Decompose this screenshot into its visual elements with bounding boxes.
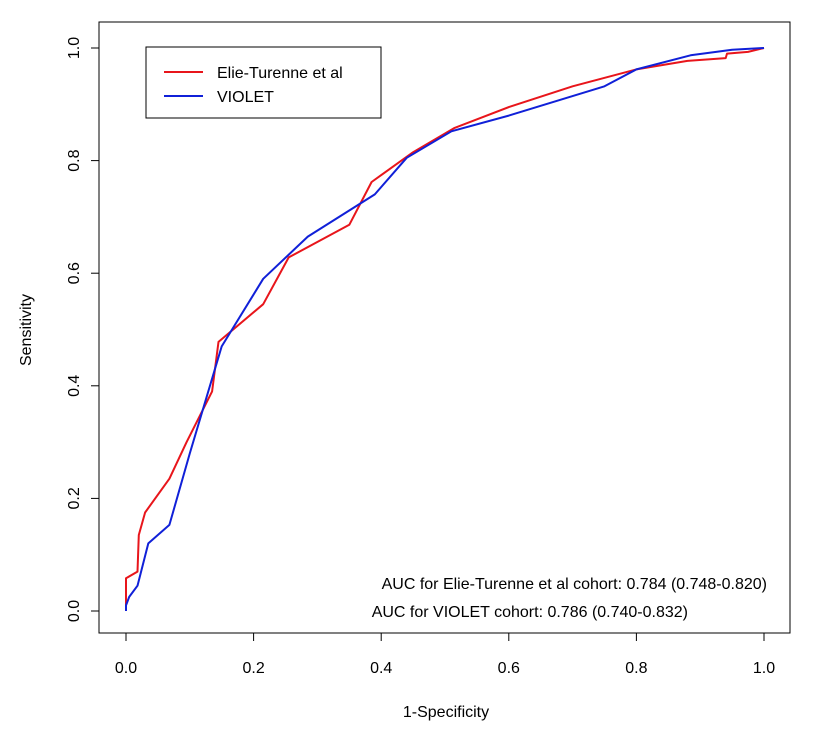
legend: Elie-Turenne et al VIOLET (145, 46, 382, 119)
x-tick-label: 0.2 (242, 660, 264, 677)
y-tick-label: 0.0 (66, 600, 83, 622)
x-tick-label: 0.0 (115, 660, 137, 677)
y-tick-label: 1.0 (66, 37, 83, 59)
x-tick-label: 1.0 (753, 660, 775, 677)
y-tick-label: 0.6 (66, 262, 83, 284)
x-tick-label: 0.6 (498, 660, 520, 677)
x-tick-label: 0.4 (370, 660, 392, 677)
auc-annotation-violet: AUC for VIOLET cohort: 0.786 (0.740-0.83… (372, 604, 688, 621)
x-axis-label: 1-Specificity (403, 704, 489, 721)
roc-line-violet (125, 47, 765, 611)
y-tick-label: 0.2 (66, 487, 83, 509)
auc-annotation-elie-turenne: AUC for Elie-Turenne et al cohort: 0.784… (382, 576, 767, 593)
y-axis: 0.0 0.2 0.4 0.6 0.8 1.0 (66, 37, 100, 622)
x-axis: 0.0 0.2 0.4 0.6 0.8 1.0 (115, 632, 775, 677)
y-tick-label: 0.4 (66, 375, 83, 397)
roc-line-elie-turenne-et-al (125, 47, 765, 611)
y-axis-label: Sensitivity (18, 294, 35, 366)
y-tick-label: 0.8 (66, 149, 83, 171)
x-tick-label: 0.8 (625, 660, 647, 677)
legend-box (145, 46, 382, 119)
series-layer (125, 47, 765, 611)
legend-label-violet: VIOLET (217, 89, 274, 106)
legend-label-elie-turenne: Elie-Turenne et al (217, 65, 343, 82)
